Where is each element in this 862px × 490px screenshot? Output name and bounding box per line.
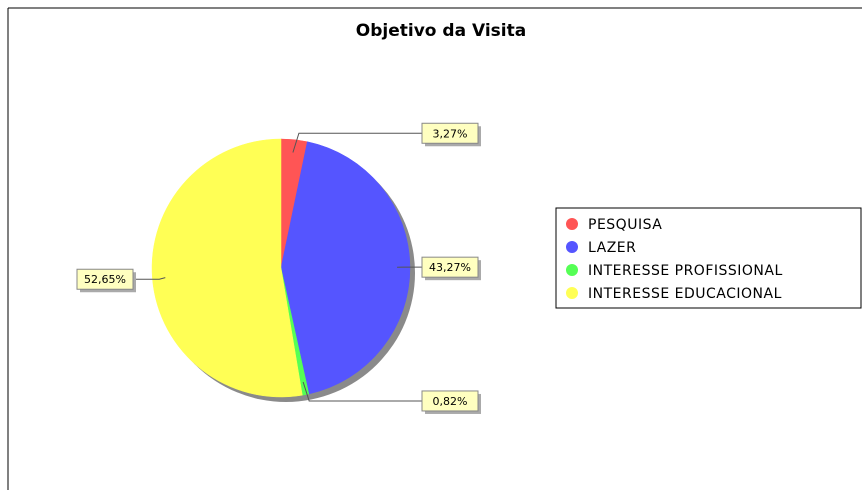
legend-marker <box>566 264 578 276</box>
value-label: 0,82% <box>433 395 468 408</box>
legend-box <box>555 207 862 309</box>
label-link <box>292 132 422 153</box>
value-label: 43,27% <box>429 261 471 274</box>
legend-label: LAZER <box>588 240 636 256</box>
label-link <box>302 381 422 402</box>
legend-marker <box>566 241 578 253</box>
legend-label: INTERESSE PROFISSIONAL <box>588 263 783 279</box>
label-box <box>421 256 479 278</box>
label-box <box>421 122 479 144</box>
legend-label: PESQUISA <box>588 217 662 233</box>
pie-slice <box>151 138 303 398</box>
legend-marker <box>566 218 578 230</box>
value-label: 3,27% <box>433 127 468 140</box>
label-box <box>421 390 479 412</box>
value-label: 52,65% <box>84 273 126 286</box>
chart-title: Objetivo da Visita <box>356 21 526 41</box>
legend-marker <box>566 287 578 299</box>
label-box <box>76 268 134 290</box>
label-link <box>133 277 166 280</box>
legend-label: INTERESSE EDUCACIONAL <box>588 286 782 302</box>
